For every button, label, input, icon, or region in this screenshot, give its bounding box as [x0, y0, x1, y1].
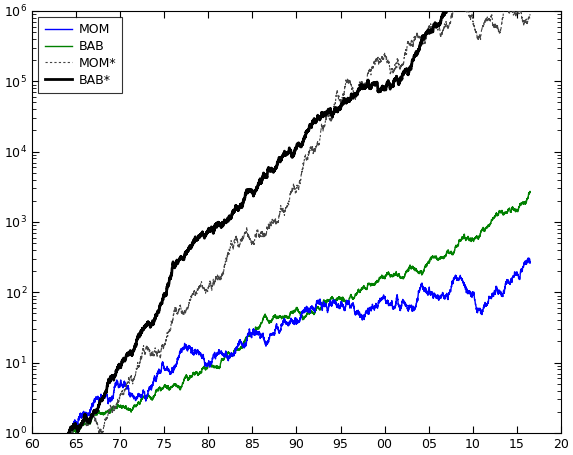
- Line: BAB*: BAB*: [69, 0, 530, 434]
- MOM: [306, 306, 313, 311]
- MOM*: [527, 11, 533, 17]
- BAB: [471, 236, 478, 242]
- MOM*: [72, 437, 79, 443]
- MOM*: [306, 148, 313, 154]
- BAB: [394, 273, 401, 279]
- BAB: [65, 430, 72, 436]
- MOM*: [65, 430, 72, 436]
- MOM*: [360, 81, 367, 86]
- MOM: [223, 349, 230, 355]
- Line: MOM*: MOM*: [69, 0, 530, 440]
- MOM*: [362, 81, 368, 86]
- MOM: [525, 255, 532, 261]
- Legend: MOM, BAB, MOM*, BAB*: MOM, BAB, MOM*, BAB*: [38, 17, 122, 93]
- MOM*: [471, 26, 478, 31]
- BAB*: [394, 76, 401, 82]
- BAB*: [306, 123, 313, 129]
- MOM*: [223, 256, 230, 262]
- MOM: [360, 314, 367, 319]
- Line: MOM: MOM: [69, 258, 530, 434]
- BAB*: [362, 85, 368, 90]
- MOM: [394, 295, 401, 300]
- BAB: [362, 285, 368, 290]
- MOM: [471, 297, 478, 302]
- BAB*: [66, 431, 73, 437]
- BAB*: [65, 430, 72, 436]
- BAB: [68, 432, 75, 437]
- BAB: [223, 353, 230, 358]
- BAB*: [223, 220, 230, 226]
- BAB: [360, 285, 367, 291]
- MOM: [67, 431, 74, 437]
- BAB: [306, 310, 313, 316]
- BAB*: [360, 84, 367, 89]
- MOM*: [394, 57, 401, 62]
- MOM: [527, 260, 533, 265]
- MOM: [65, 430, 72, 436]
- Line: BAB: BAB: [69, 192, 530, 435]
- MOM: [362, 314, 368, 319]
- BAB: [527, 189, 533, 194]
